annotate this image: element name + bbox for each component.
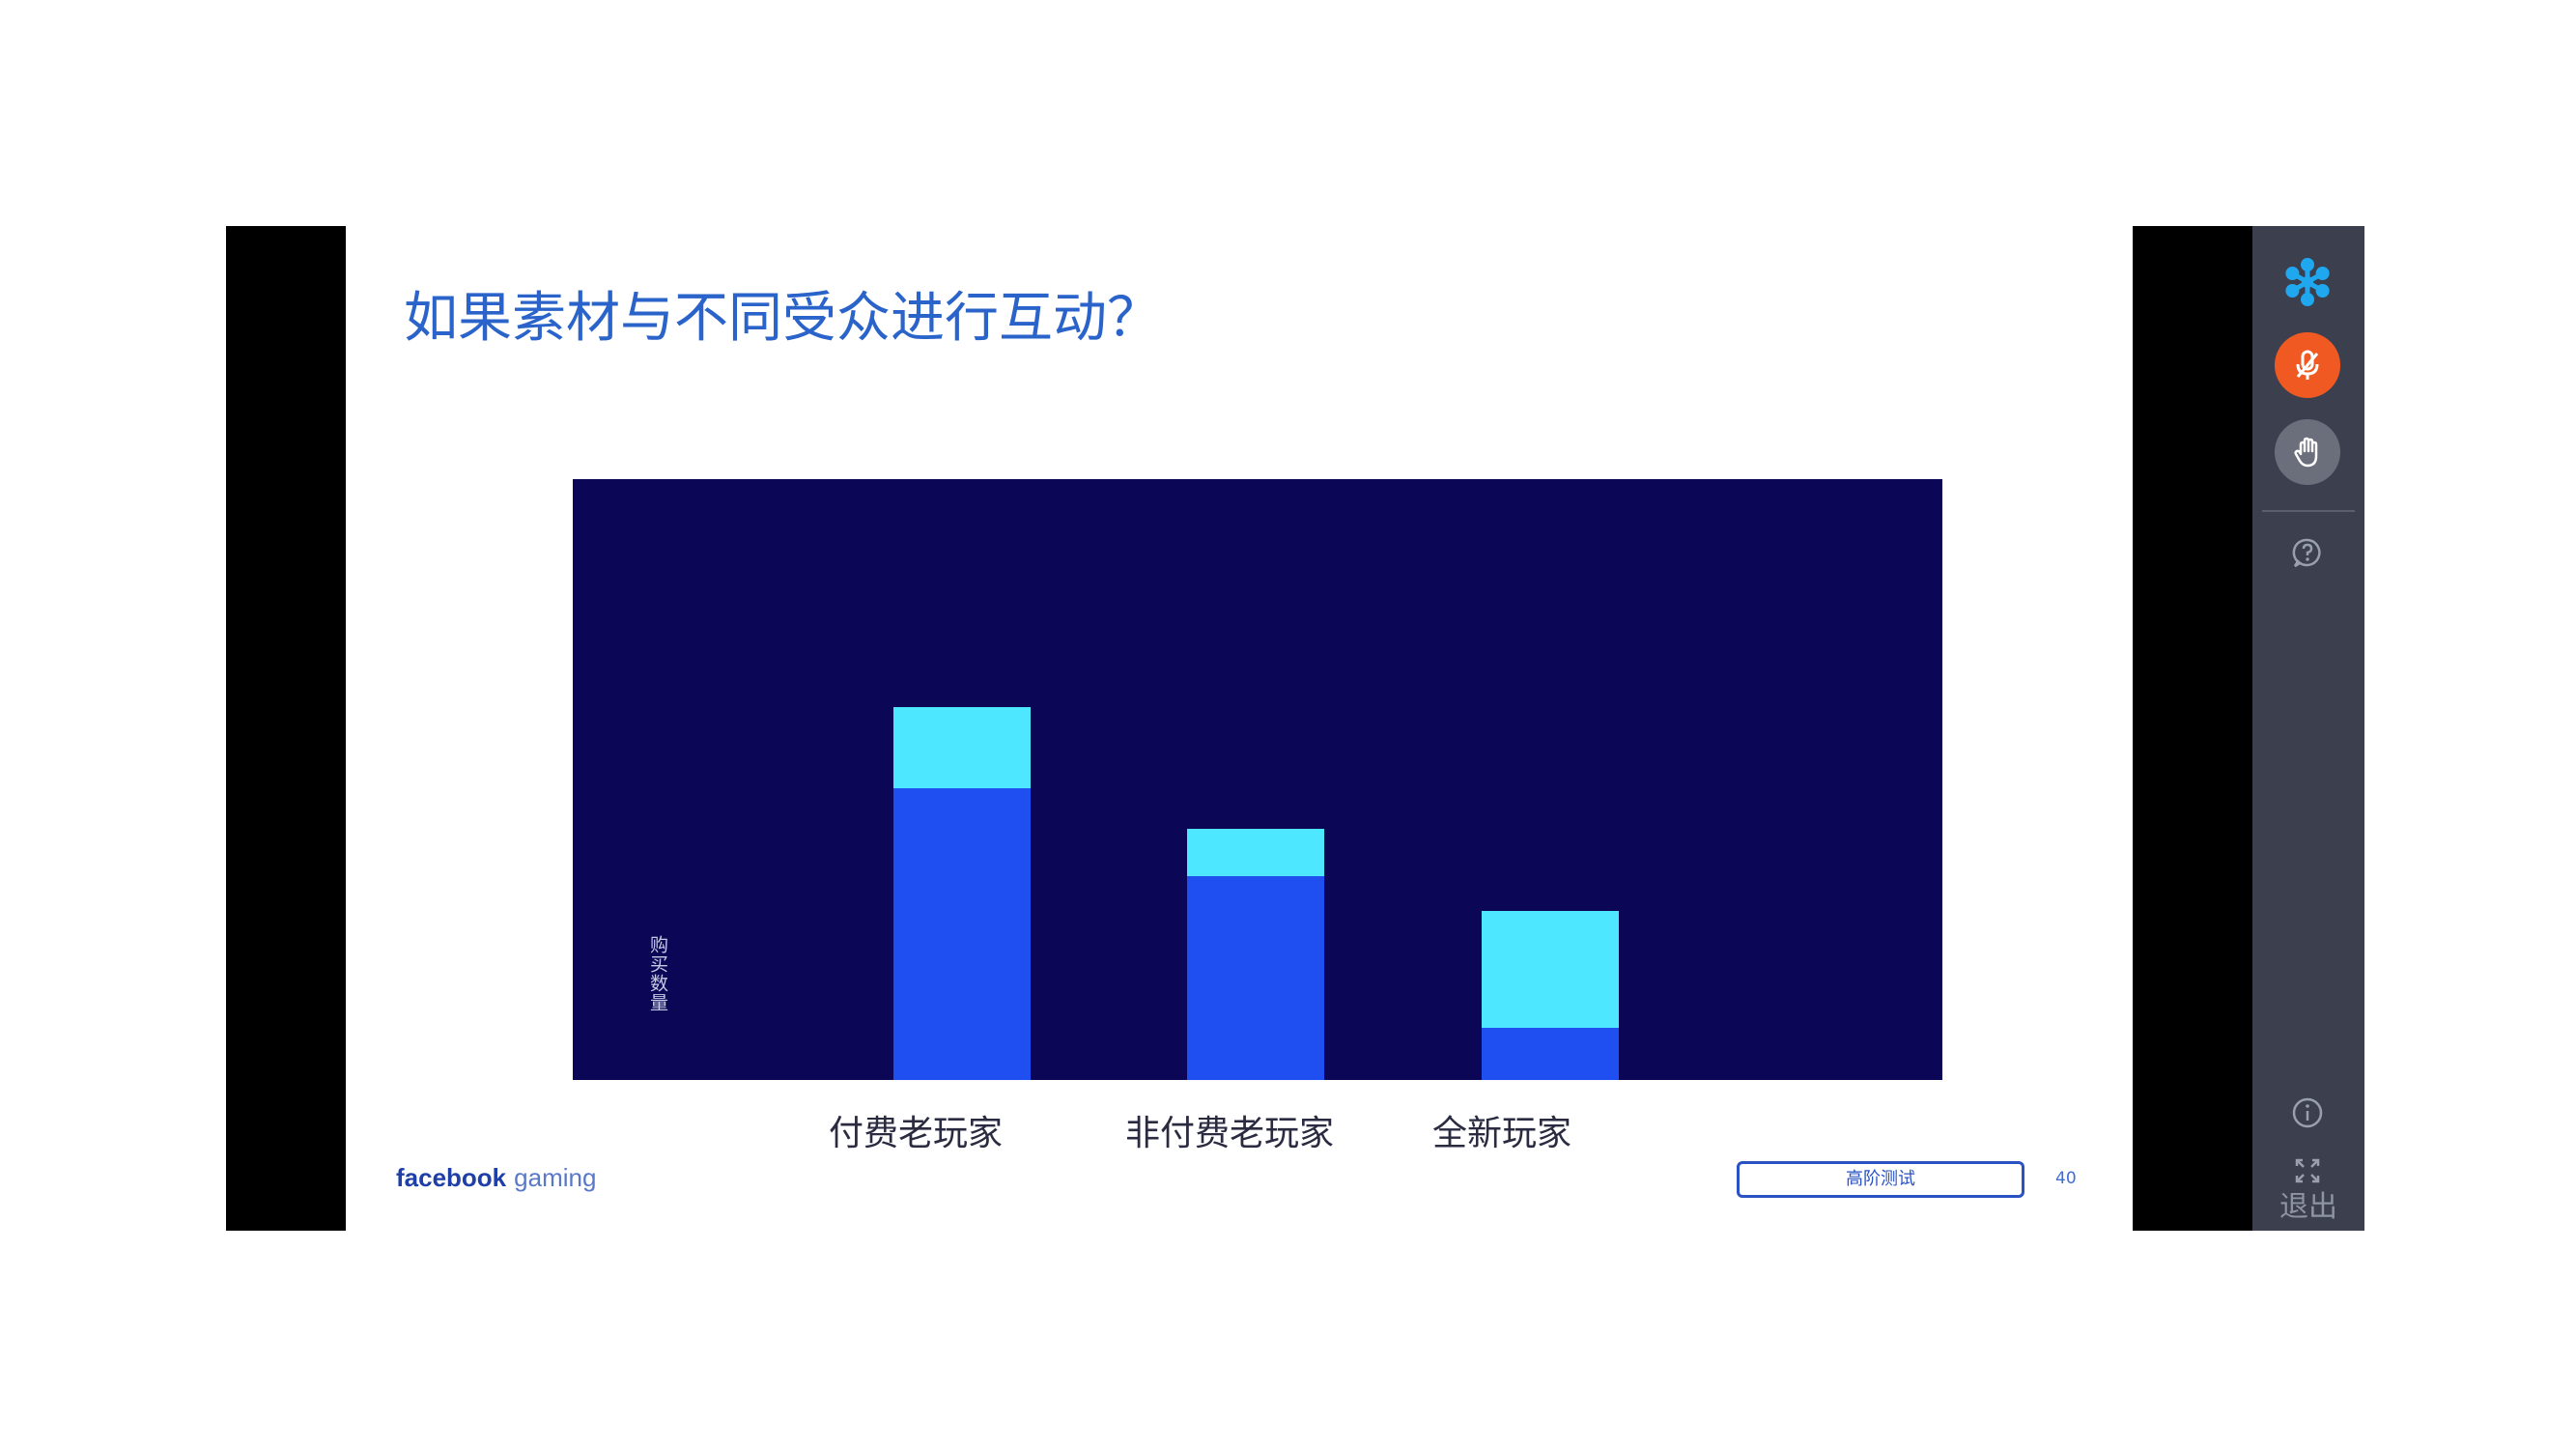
microphone-icon <box>2296 350 2319 380</box>
category-label: 非付费老玩家 <box>1124 1114 1335 1153</box>
bar-segment <box>893 788 1031 1080</box>
bar-segment <box>1482 910 1619 1028</box>
page-number: 40 <box>2055 1169 2077 1188</box>
microphone-button[interactable] <box>2275 332 2340 398</box>
info-icon <box>2292 1097 2323 1128</box>
raise-hand-button[interactable] <box>2275 419 2340 485</box>
bar-segment <box>893 706 1031 789</box>
category-label: 全新玩家 <box>1431 1114 1572 1153</box>
presentation-viewer: 如果素材与不同受众进行互动？ 购买数量 付费老玩家 非付费老玩家 全新玩家 fa… <box>226 226 2364 1231</box>
slide: 如果素材与不同受众进行互动？ 购买数量 付费老玩家 非付费老玩家 全新玩家 fa… <box>346 226 2133 1231</box>
bar-segment <box>1187 829 1324 876</box>
info-button[interactable] <box>2275 1080 2340 1146</box>
raise-hand-icon <box>2294 437 2318 468</box>
bar-segment <box>1187 875 1324 1080</box>
brand-logo: facebook gaming <box>396 1163 596 1193</box>
y-axis-label: 购买数量 <box>647 935 668 1012</box>
meeting-toolbar: 退出 <box>2252 226 2364 1231</box>
bar-chart: 购买数量 <box>573 479 1942 1080</box>
slide-title: 如果素材与不同受众进行互动？ <box>404 287 1161 350</box>
bar-segment <box>1482 1027 1619 1080</box>
help-button[interactable] <box>2275 520 2340 585</box>
advanced-test-tag: 高阶测试 <box>1737 1161 2024 1198</box>
brand-name: facebook <box>396 1163 507 1192</box>
question-icon <box>2292 538 2321 568</box>
fullscreen-icon <box>2295 1158 2320 1183</box>
toolbar-divider <box>2262 510 2355 512</box>
fullscreen-button[interactable] <box>2275 1138 2340 1204</box>
exit-button[interactable]: 退出 <box>2279 1190 2337 1224</box>
snowflake-icon <box>2275 249 2340 315</box>
brand-suffix: gaming <box>514 1163 597 1192</box>
category-label: 付费老玩家 <box>828 1114 1004 1153</box>
